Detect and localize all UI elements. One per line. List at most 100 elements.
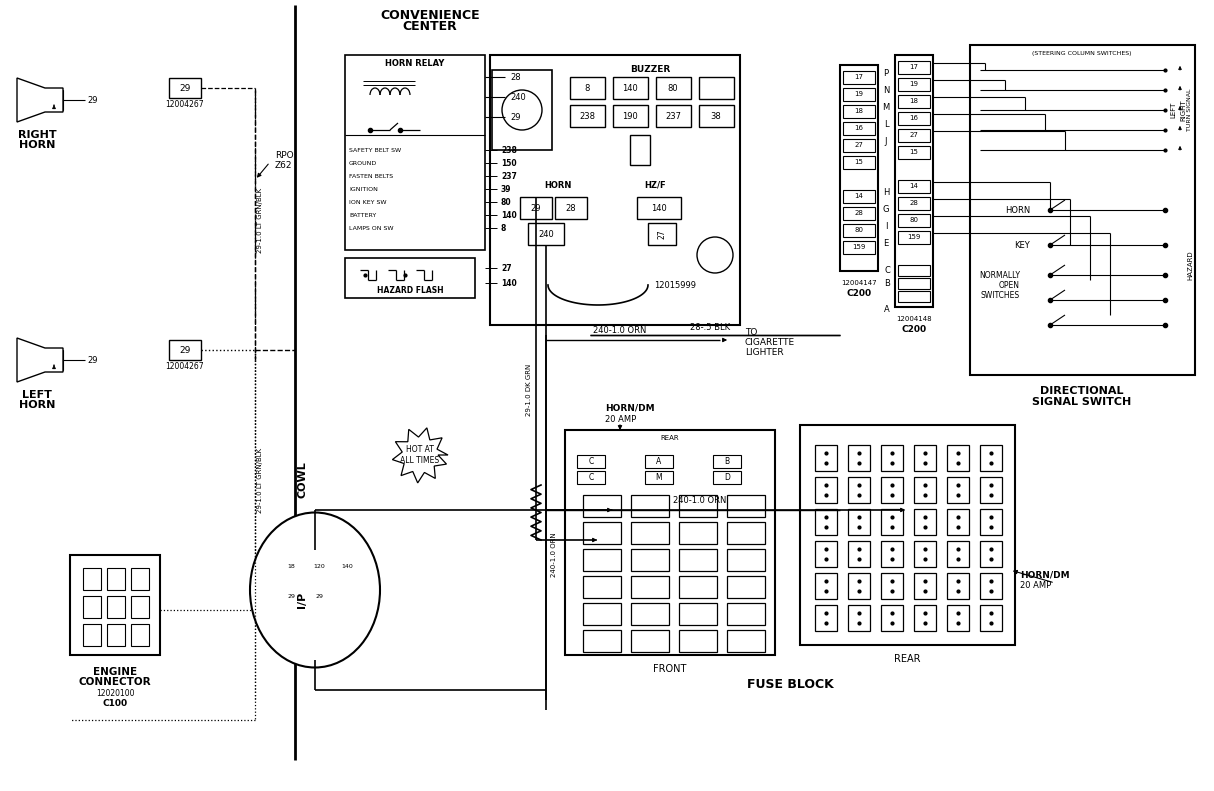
Bar bbox=[947, 541, 969, 567]
Text: C: C bbox=[884, 266, 890, 274]
Bar bbox=[577, 455, 605, 468]
Bar bbox=[898, 146, 930, 159]
Text: KEY: KEY bbox=[1014, 240, 1029, 249]
Text: 29-1.0 DK GRN: 29-1.0 DK GRN bbox=[526, 364, 532, 416]
Text: C: C bbox=[589, 472, 594, 482]
Bar bbox=[947, 573, 969, 599]
Bar bbox=[45, 90, 63, 110]
Text: 29: 29 bbox=[287, 595, 295, 600]
Bar bbox=[528, 223, 565, 245]
Text: 27: 27 bbox=[658, 229, 666, 239]
Text: 17: 17 bbox=[909, 64, 919, 70]
Bar bbox=[898, 278, 930, 289]
Text: 150: 150 bbox=[501, 158, 517, 168]
Text: G: G bbox=[883, 205, 889, 214]
Text: LEFT: LEFT bbox=[1170, 102, 1176, 118]
Text: ALL TIMES: ALL TIMES bbox=[401, 456, 439, 464]
Bar bbox=[914, 541, 936, 567]
Bar bbox=[843, 71, 875, 84]
Bar bbox=[914, 509, 936, 535]
Text: CENTER: CENTER bbox=[403, 20, 458, 32]
Text: 29: 29 bbox=[87, 355, 98, 365]
Text: 28: 28 bbox=[909, 200, 919, 206]
Text: 140: 140 bbox=[501, 278, 517, 287]
Text: N: N bbox=[883, 85, 889, 94]
Text: I: I bbox=[885, 221, 887, 230]
Bar bbox=[713, 455, 741, 468]
Bar bbox=[843, 139, 875, 152]
Text: 18: 18 bbox=[855, 108, 863, 114]
Bar bbox=[699, 105, 734, 127]
Text: (STEERING COLUMN SWITCHES): (STEERING COLUMN SWITCHES) bbox=[1032, 51, 1131, 55]
Text: 12004148: 12004148 bbox=[896, 316, 932, 322]
Text: 120: 120 bbox=[313, 565, 325, 570]
Text: DIRECTIONAL: DIRECTIONAL bbox=[1040, 386, 1124, 396]
Bar bbox=[843, 207, 875, 220]
Bar bbox=[898, 291, 930, 302]
Bar bbox=[914, 477, 936, 503]
Text: 240: 240 bbox=[510, 93, 526, 101]
Text: 16: 16 bbox=[909, 115, 919, 121]
Text: J: J bbox=[885, 137, 887, 146]
Bar bbox=[898, 78, 930, 91]
Text: 15: 15 bbox=[855, 159, 863, 165]
Bar bbox=[914, 445, 936, 471]
Bar bbox=[815, 445, 836, 471]
Text: 238: 238 bbox=[501, 146, 517, 154]
Text: 140: 140 bbox=[622, 84, 637, 93]
Bar bbox=[849, 477, 870, 503]
Bar bbox=[169, 78, 202, 98]
Text: 28: 28 bbox=[510, 73, 521, 81]
Text: HORN/DM: HORN/DM bbox=[605, 403, 654, 412]
Text: 17: 17 bbox=[855, 74, 863, 80]
Text: E: E bbox=[884, 239, 889, 248]
Text: COWL: COWL bbox=[297, 462, 307, 498]
Bar bbox=[631, 630, 669, 652]
Text: REAR: REAR bbox=[894, 654, 920, 664]
Text: 80: 80 bbox=[668, 84, 679, 93]
Bar bbox=[898, 231, 930, 244]
Polygon shape bbox=[392, 428, 448, 483]
Text: FRONT: FRONT bbox=[653, 664, 687, 674]
Text: CONNECTOR: CONNECTOR bbox=[79, 677, 152, 687]
Bar bbox=[131, 568, 149, 590]
Bar bbox=[980, 541, 1002, 567]
Text: SIGNAL SWITCH: SIGNAL SWITCH bbox=[1032, 397, 1131, 407]
Bar bbox=[980, 509, 1002, 535]
Bar bbox=[914, 573, 936, 599]
Text: 18: 18 bbox=[909, 98, 919, 104]
Text: RIGHT: RIGHT bbox=[1180, 99, 1186, 121]
Text: GROUND: GROUND bbox=[348, 161, 378, 165]
Text: HOT AT: HOT AT bbox=[405, 445, 433, 453]
Bar bbox=[849, 445, 870, 471]
Bar bbox=[881, 605, 903, 631]
Bar bbox=[947, 477, 969, 503]
Text: HORN RELAY: HORN RELAY bbox=[385, 59, 444, 67]
Text: 15: 15 bbox=[909, 149, 919, 155]
Bar bbox=[630, 135, 649, 165]
Text: C100: C100 bbox=[102, 698, 127, 707]
Text: 29-1.0 LT GRN/BLK: 29-1.0 LT GRN/BLK bbox=[257, 187, 263, 252]
Bar bbox=[565, 430, 775, 655]
Bar bbox=[881, 541, 903, 567]
Bar bbox=[898, 95, 930, 108]
Bar bbox=[881, 509, 903, 535]
Bar bbox=[800, 425, 1015, 645]
Text: HORN: HORN bbox=[18, 140, 55, 150]
Bar bbox=[895, 55, 934, 307]
Bar bbox=[583, 522, 622, 544]
Bar bbox=[679, 630, 717, 652]
Text: FASTEN BELTS: FASTEN BELTS bbox=[348, 173, 393, 179]
Text: 20 AMP: 20 AMP bbox=[605, 414, 636, 423]
Text: 190: 190 bbox=[622, 112, 637, 120]
Text: 12004267: 12004267 bbox=[165, 100, 204, 108]
Text: 80: 80 bbox=[501, 198, 511, 206]
Bar bbox=[583, 630, 622, 652]
Bar bbox=[849, 541, 870, 567]
Text: SWITCHES: SWITCHES bbox=[981, 290, 1020, 300]
Bar bbox=[815, 477, 836, 503]
Bar bbox=[280, 557, 302, 577]
Bar bbox=[631, 603, 669, 625]
Bar bbox=[645, 471, 673, 484]
Bar bbox=[843, 224, 875, 237]
